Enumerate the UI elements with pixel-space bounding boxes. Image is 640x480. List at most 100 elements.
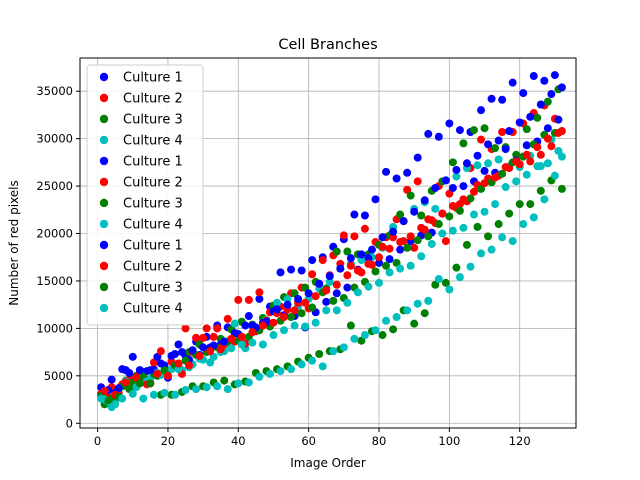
data-point — [357, 250, 366, 259]
data-point — [536, 150, 545, 159]
data-point — [522, 150, 531, 159]
data-point — [364, 282, 373, 291]
legend-item: Culture 1 — [99, 155, 183, 170]
data-point — [104, 396, 113, 405]
legend-item: Culture 4 — [99, 218, 183, 233]
data-point — [459, 182, 468, 191]
data-point — [308, 256, 317, 265]
data-point — [350, 334, 359, 343]
data-point — [410, 243, 419, 252]
data-point — [353, 288, 362, 297]
data-point — [332, 247, 341, 256]
data-point — [494, 136, 503, 145]
data-point — [462, 159, 471, 168]
data-point — [294, 294, 303, 303]
data-point — [283, 300, 292, 309]
y-tick-label: 20000 — [36, 227, 73, 241]
data-points — [97, 71, 566, 412]
data-point — [455, 206, 464, 215]
data-point — [367, 245, 376, 254]
data-point — [146, 379, 155, 388]
data-point — [529, 213, 538, 222]
data-point — [301, 298, 310, 307]
data-point — [128, 389, 137, 398]
data-point — [280, 313, 289, 321]
data-point — [448, 202, 457, 210]
data-point — [501, 145, 510, 154]
data-point — [462, 240, 471, 249]
data-point — [392, 313, 401, 321]
data-point — [339, 231, 348, 240]
data-point — [195, 351, 204, 360]
data-point — [417, 211, 426, 220]
legend-marker — [99, 72, 109, 82]
data-point — [526, 200, 535, 209]
data-point — [452, 172, 461, 181]
data-point — [406, 232, 415, 241]
data-point — [181, 386, 190, 395]
data-point — [526, 157, 535, 166]
data-point — [269, 331, 278, 340]
legend-label: Culture 3 — [123, 113, 183, 128]
x-tick-label: 120 — [509, 434, 531, 448]
data-point — [255, 294, 264, 303]
data-point — [480, 179, 489, 188]
data-point — [434, 132, 443, 141]
data-point — [375, 278, 384, 287]
plot-frame — [79, 57, 577, 429]
data-point — [353, 266, 362, 275]
data-point — [255, 288, 264, 297]
data-point — [424, 296, 433, 305]
data-point — [244, 378, 253, 387]
data-point — [287, 313, 296, 321]
data-point — [469, 187, 478, 196]
y-tick-label: 10000 — [36, 321, 73, 335]
data-point — [339, 343, 348, 352]
data-point — [308, 303, 317, 312]
data-point — [501, 163, 510, 172]
data-point — [438, 209, 447, 218]
data-point — [202, 324, 211, 333]
data-point — [199, 333, 208, 342]
data-point — [547, 142, 556, 151]
x-axis-ticks: 0 20 40 60 80 100 120 — [94, 428, 531, 448]
data-point — [484, 159, 493, 168]
data-point — [543, 97, 552, 106]
data-point — [237, 340, 246, 349]
data-point — [554, 146, 563, 155]
data-point — [441, 237, 450, 246]
data-point — [480, 124, 489, 133]
data-point — [318, 256, 327, 265]
data-point — [459, 195, 468, 204]
data-point — [480, 207, 489, 216]
y-axis-ticks: 0 5000 10000 15000 20000 25000 30000 35000 — [36, 84, 80, 430]
data-point — [413, 177, 422, 186]
legend-item: Culture 1 — [99, 71, 183, 86]
data-point — [156, 347, 165, 356]
data-point — [522, 125, 531, 134]
y-tick-label: 0 — [66, 416, 73, 430]
legend-item: Culture 3 — [99, 113, 183, 128]
data-point — [487, 94, 496, 103]
data-point — [332, 306, 341, 315]
data-point — [410, 207, 419, 216]
data-point — [484, 232, 493, 241]
data-point — [540, 195, 549, 204]
data-point — [308, 270, 317, 279]
data-point — [227, 334, 236, 343]
data-point — [244, 295, 253, 304]
data-point — [480, 166, 489, 175]
data-point — [459, 139, 468, 148]
data-point — [452, 263, 461, 272]
y-tick-label: 30000 — [36, 132, 73, 146]
data-point — [107, 375, 116, 384]
data-point — [325, 272, 334, 281]
data-point — [160, 388, 169, 397]
data-point — [329, 347, 338, 356]
data-point — [494, 220, 503, 229]
y-tick-label: 15000 — [36, 274, 73, 288]
data-point — [455, 126, 464, 135]
data-point — [227, 344, 236, 353]
data-point — [473, 222, 482, 231]
series-10 — [100, 128, 563, 399]
